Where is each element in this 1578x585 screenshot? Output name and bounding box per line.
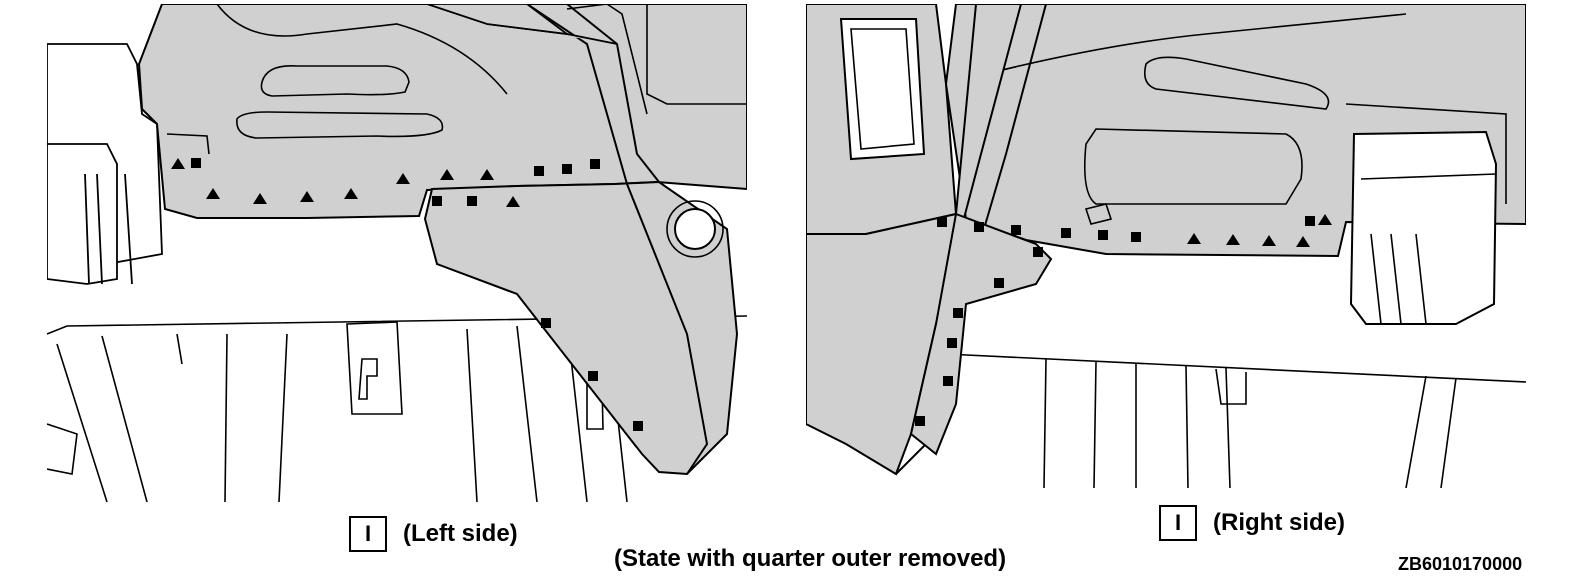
square-marker [432,196,442,206]
triangle-marker [1318,214,1332,225]
triangle-marker [171,158,185,169]
square-marker [467,196,477,206]
pillar-reinforcement [423,180,739,476]
square-marker [562,164,572,174]
square-marker [1011,225,1021,235]
triangle-marker [1187,233,1201,244]
square-marker [1098,230,1108,240]
square-marker [943,376,953,386]
spot-weld-triangles [1187,214,1332,247]
view-marker-box: I [349,516,387,552]
square-marker [588,371,598,381]
triangle-marker [440,169,454,180]
figure-caption: (State with quarter outer removed) [614,545,1007,572]
left-side-label: I (Left side) [349,516,518,552]
left-side-drawing [47,4,747,502]
triangle-marker [1262,235,1276,246]
square-marker [541,318,551,328]
square-marker [1033,247,1043,257]
spot-weld-triangles [171,158,520,207]
right-side-label-text: (Right side) [1213,509,1345,536]
square-marker [915,416,925,426]
square-marker [1061,228,1071,238]
triangle-marker [253,193,267,204]
triangle-marker [1226,234,1240,245]
square-marker [937,217,947,227]
square-marker [1305,216,1315,226]
triangle-marker [506,196,520,207]
right-side-illustration [806,4,1526,488]
right-side-label: I (Right side) [1159,505,1345,541]
square-marker [191,158,201,168]
square-marker [974,222,984,232]
square-marker [994,278,1004,288]
square-marker [947,338,957,348]
square-marker [633,421,643,431]
square-marker [1131,232,1141,242]
spot-weld-squares [915,216,1315,426]
spot-weld-squares [191,158,643,431]
figure-id: ZB6010170000 [1398,554,1523,574]
triangle-marker [480,169,494,180]
triangle-marker [1296,236,1310,247]
square-marker [590,159,600,169]
triangle-marker [206,188,220,199]
right-side-drawing [806,4,1526,488]
left-side-label-text: (Left side) [403,520,518,547]
triangle-marker [344,188,358,199]
left-side-illustration [47,4,747,502]
triangle-marker [300,191,314,202]
square-marker [953,308,963,318]
square-marker [534,166,544,176]
triangle-marker [396,173,410,184]
view-marker-box: I [1159,505,1197,541]
